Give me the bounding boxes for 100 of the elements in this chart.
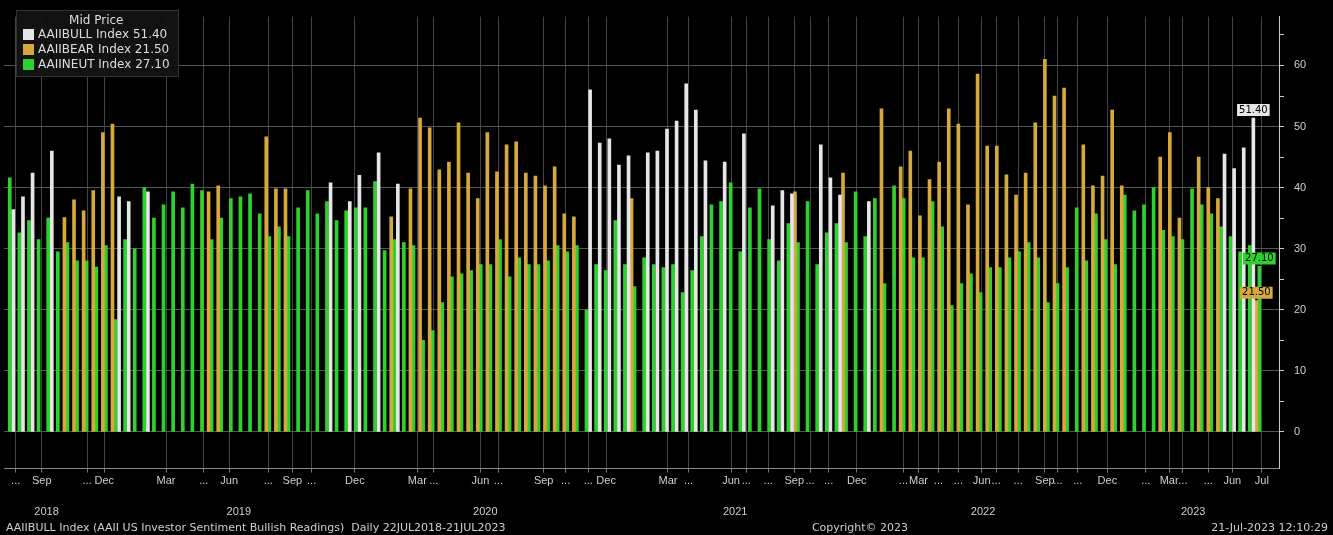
bar xyxy=(597,142,602,432)
bar xyxy=(937,161,941,432)
x-tick-label: Dec xyxy=(846,474,868,487)
x-tick-label: ... xyxy=(1203,474,1213,487)
bar xyxy=(475,198,480,432)
x-tick-label: Dec xyxy=(596,474,617,487)
bar xyxy=(694,109,698,432)
bar xyxy=(466,172,470,432)
x-tick-label: ... xyxy=(683,474,694,487)
x-tick-label: Dec xyxy=(94,474,115,487)
bar xyxy=(665,128,669,432)
x2-tick-label: 2021 xyxy=(722,505,748,518)
bar xyxy=(1119,185,1124,432)
legend-label: AAIIBULL Index 51.40 xyxy=(38,27,168,42)
x-tick-label: Jun xyxy=(220,474,239,487)
x-tick-label: ... xyxy=(583,474,593,487)
bar xyxy=(588,89,592,432)
x-tick-label: ... xyxy=(429,474,439,487)
bar xyxy=(180,207,185,432)
bar xyxy=(132,248,137,432)
bar xyxy=(1014,194,1018,432)
x-tick-label: Jun xyxy=(972,474,991,487)
bar xyxy=(27,220,31,432)
bar xyxy=(523,172,528,432)
x-tick-label: Sep xyxy=(282,474,303,487)
bar xyxy=(824,232,829,432)
x-tick-label: ... xyxy=(824,474,834,487)
bar xyxy=(344,210,349,432)
x-tick-label: ... xyxy=(1013,474,1023,487)
bar xyxy=(623,264,627,432)
data-label: 27.10 xyxy=(1245,252,1274,264)
bar xyxy=(1158,156,1163,432)
bar xyxy=(607,138,612,432)
bar xyxy=(863,236,868,432)
bar xyxy=(117,196,121,432)
text: 21-Jul-2023 12:10:29 xyxy=(1211,521,1328,535)
bar xyxy=(229,198,233,432)
x2-tick-label: 2018 xyxy=(34,505,59,518)
bar xyxy=(396,183,400,432)
bar xyxy=(1168,132,1172,432)
x-tick-label: Sep xyxy=(784,474,805,487)
bar xyxy=(101,132,105,432)
x-tick-label: Jun xyxy=(1223,474,1242,487)
bar xyxy=(642,257,646,432)
bar xyxy=(770,205,775,432)
bar xyxy=(671,264,675,432)
bar xyxy=(72,199,76,432)
legend-label: AAIIBEAR Index 21.50 xyxy=(38,42,170,57)
x-tick-label: Mar xyxy=(658,474,678,487)
x-tick-label: ... xyxy=(199,474,209,487)
x-tick-label: ... xyxy=(1178,474,1188,487)
bar xyxy=(389,216,394,432)
bar xyxy=(373,181,377,432)
bar xyxy=(985,145,990,432)
x-tick-label: Dec xyxy=(1097,474,1118,487)
x-tick-label: ... xyxy=(263,474,273,487)
x-tick-label: ... xyxy=(991,474,1001,487)
y-tick-label: 30 xyxy=(1294,241,1307,254)
x2-tick-label: 2020 xyxy=(473,505,498,518)
bar xyxy=(1091,185,1095,432)
bar xyxy=(123,239,127,432)
y-tick-label: 50 xyxy=(1294,119,1307,132)
x-tick-label: ... xyxy=(1141,474,1151,487)
bar xyxy=(617,164,621,432)
y-tick-label: 20 xyxy=(1294,302,1307,315)
bar xyxy=(248,193,252,432)
bar xyxy=(216,185,221,432)
bar xyxy=(613,220,618,432)
bar xyxy=(437,169,442,432)
x-tick-label: ... xyxy=(1073,474,1083,487)
bar xyxy=(46,217,51,432)
bar xyxy=(347,201,352,432)
bar xyxy=(402,242,406,432)
bar xyxy=(55,251,60,432)
x-tick-label: Sep xyxy=(1035,474,1055,487)
x-tick-label: ... xyxy=(953,474,963,487)
x-tick-label: ... xyxy=(82,474,92,487)
x2-tick-label: 2023 xyxy=(1180,505,1206,518)
x-tick-label: Sep xyxy=(31,474,52,487)
bar xyxy=(815,264,820,432)
data-label: 51.40 xyxy=(1239,103,1268,115)
bar xyxy=(818,144,823,432)
y-tick-label: 10 xyxy=(1294,363,1307,376)
text: AAIIBULL Index (AAII US Investor Sentiment Bullish Readings) Daily 22JUL2018-21JUL2023 xyxy=(6,521,506,535)
y-tick-label: 0 xyxy=(1294,424,1301,437)
bar xyxy=(898,166,903,432)
bar xyxy=(142,187,147,432)
bar xyxy=(1110,109,1114,432)
bar xyxy=(495,171,499,432)
bar xyxy=(200,190,204,432)
bar xyxy=(562,213,567,432)
bar xyxy=(1216,198,1220,432)
x-tick-label: ... xyxy=(307,474,317,487)
bar xyxy=(994,145,999,432)
bar xyxy=(152,217,156,432)
bar xyxy=(651,264,656,432)
x-tick-label: Dec xyxy=(345,474,366,487)
x2-tick-label: 2019 xyxy=(226,505,252,518)
bar xyxy=(690,270,695,432)
bar xyxy=(418,117,422,432)
